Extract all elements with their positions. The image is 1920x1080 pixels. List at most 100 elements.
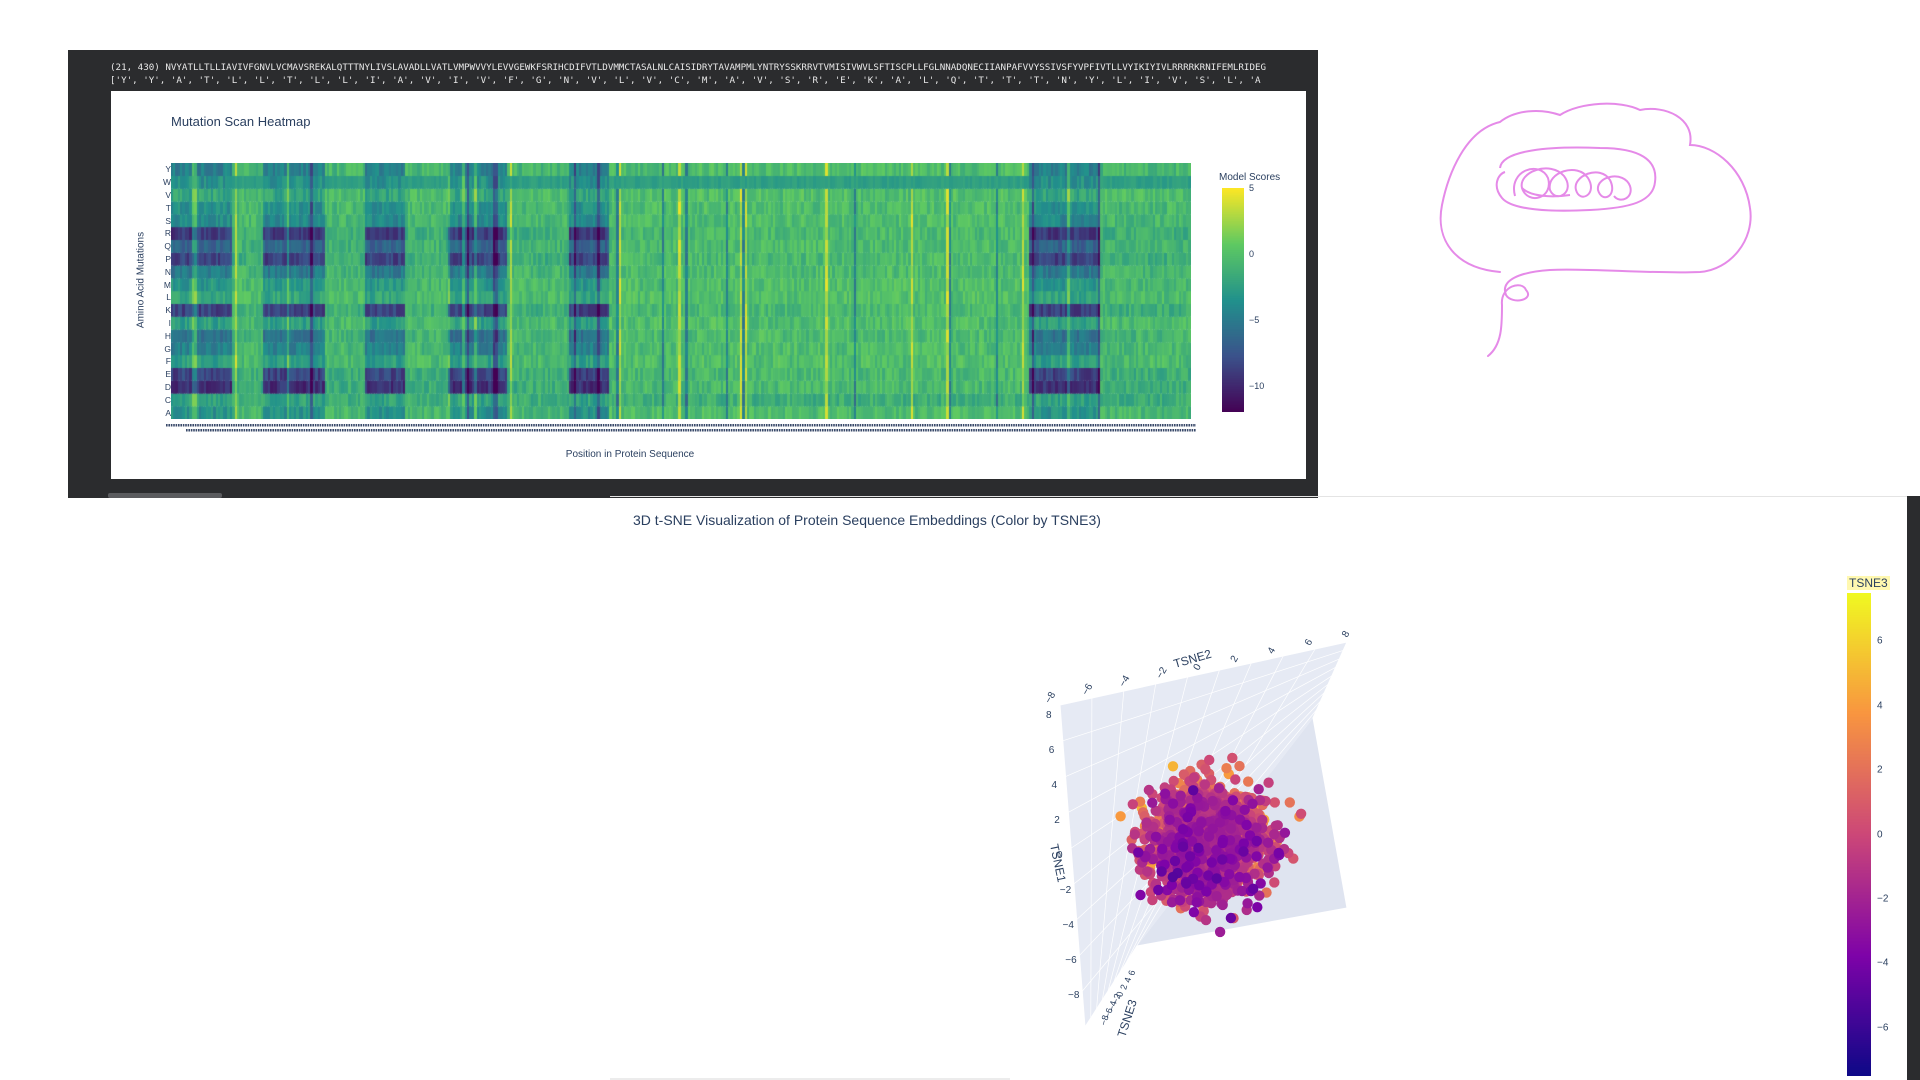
horizontal-scrollbar-thumb[interactable] [108,493,222,498]
tsne-point [1141,817,1152,828]
tsne-point [1167,761,1179,772]
tsne-colorbar-tick: 0 [1877,829,1883,840]
tsne-point [1227,795,1239,806]
tsne-point [1207,795,1218,807]
heatmap-x-tick-marks [166,424,1196,427]
tsne-point [1213,783,1225,794]
tsne-gridline [1065,658,1340,777]
tsne-point [1203,870,1214,881]
tsne-point [1129,829,1140,840]
heatmap-y-tick: P [165,254,171,264]
tsne-point [1164,814,1175,825]
heatmap-colorbar-tick: −10 [1249,380,1265,391]
tsne-point [1263,777,1274,788]
tsne-y-tick: 4 [1052,780,1058,791]
heatmap-y-tick: M [163,279,171,290]
heatmap-y-tick: N [164,266,171,277]
tsne-point [1252,902,1263,913]
tsne-point [1188,785,1199,796]
tsne-point [1177,824,1189,835]
heatmap-colorbar-tick: −5 [1249,314,1260,325]
tsne-point [1239,804,1250,815]
tsne-point [1247,798,1258,809]
tsne-point [1201,886,1212,897]
tsne-point [1220,805,1231,817]
heatmap-y-tick: Q [164,241,171,252]
tsne-z-tick: −2 [1110,993,1122,1006]
tsne-point [1214,817,1226,828]
tsne-point [1225,912,1237,924]
tsne-point [1251,851,1262,862]
tsne-point [1142,866,1153,877]
tsne-y-tick: 0 [1057,850,1063,861]
tsne-point [1206,857,1217,868]
heatmap-y-tick: T [165,202,171,213]
tsne-3d-scatter[interactable]: −8−6−4−2 0246886420−2−4−6−86420−2−4−6−8TS… [1010,620,1390,1060]
tsne-point [1251,822,1262,833]
tsne-point [1147,894,1158,906]
tsne-point [1242,898,1253,909]
tsne-point [1269,877,1280,888]
tsne-x-tick: −8 [1043,690,1058,706]
heatmap-cells[interactable] [171,163,1191,419]
tsne-point [1207,823,1218,834]
tsne-colorbar-tick: −4 [1877,957,1889,969]
tsne-point [1251,835,1262,847]
tsne-point [1169,855,1181,867]
heatmap-y-tick: H [164,330,171,341]
heatmap-colorbar [1222,188,1244,412]
heatmap-colorbar-tick: 0 [1249,248,1255,259]
tsne-point [1115,811,1126,822]
tsne-colorbar-tick: −2 [1877,893,1889,905]
hand-drawn-scribble [1439,102,1752,357]
tsne-colorbar-tick: 6 [1877,635,1883,647]
tsne-point [1238,846,1249,857]
tsne-point [1147,797,1158,808]
tsne-y-tick: −4 [1063,920,1075,931]
tsne-gridline [1062,650,1344,742]
tsne-colorbar [1847,593,1871,1076]
tsne-y-tick: −6 [1065,955,1077,966]
heatmap-y-tick: D [164,382,171,392]
tsne-point [1254,890,1265,901]
tsne-point [1217,854,1228,865]
heatmap-x-axis-label: Position in Protein Sequence [565,449,695,460]
tsne-point [1295,808,1307,819]
tsne-x-tick: −4 [1117,673,1132,689]
heatmap-y-tick: L [166,292,171,303]
tsne-point [1177,841,1189,852]
tsne-point [1255,878,1266,889]
tsne-point [1211,891,1222,902]
tsne-point [1200,914,1212,926]
tsne-point [1257,814,1268,826]
heatmap-y-tick: I [168,318,171,328]
tsne-point [1127,799,1138,810]
tsne-point [1150,805,1161,816]
tsne-y-tick: −2 [1060,885,1072,896]
tsne-point [1133,847,1144,858]
tsne-x-tick: 2 [1229,654,1242,665]
heatmap-title: Mutation Scan Heatmap [171,114,311,129]
tsne-point [1199,779,1211,790]
tsne-z-tick: −6 [1102,1007,1114,1020]
tsne-point [1150,831,1162,842]
tsne-point [1168,775,1179,787]
tsne-point [1159,788,1171,799]
tsne-point [1248,883,1259,894]
tsne-y-axis-label: TSNE1 [1047,843,1069,884]
tsne-z-tick: 4 [1122,976,1133,983]
tsne-z-tick: 6 [1126,969,1137,976]
tsne-point [1217,899,1228,911]
tsne-colorbar-tick: 2 [1877,764,1883,776]
tsne-point [1188,772,1200,783]
tsne-point [1181,862,1192,873]
tsne-point [1279,827,1291,838]
tsne-point [1225,823,1237,834]
heatmap-y-tick: V [165,190,171,200]
tsne-point [1153,884,1164,896]
tsne-point [1194,880,1205,891]
heatmap-y-tick: Y [165,164,171,175]
tsne-point [1193,842,1204,854]
tsne-point [1234,760,1245,772]
tsne-point [1181,878,1192,889]
